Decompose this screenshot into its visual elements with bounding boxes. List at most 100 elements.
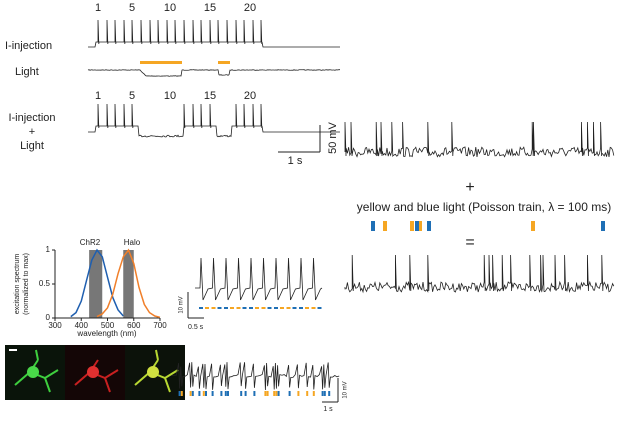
blue-pulse — [601, 221, 605, 231]
pulse — [178, 391, 181, 396]
yellow-pulse — [230, 307, 234, 309]
pulse — [198, 391, 201, 396]
train-panel: 10 mV 0.5 s — [179, 292, 204, 331]
spike-number: 15 — [204, 90, 216, 102]
yellow-pulse — [311, 307, 316, 309]
pulse — [189, 391, 192, 396]
pulse — [211, 391, 214, 396]
yellow-pulse — [236, 307, 241, 309]
spike-number: 20 — [244, 90, 256, 102]
scale-bar — [9, 349, 17, 351]
yellow-pulse — [205, 307, 209, 309]
pulse — [321, 391, 324, 396]
pulse — [244, 391, 247, 396]
blue-pulse — [249, 307, 253, 309]
spectrum-line — [96, 248, 161, 319]
spike-number: 15 — [204, 2, 216, 14]
caption: yellow and blue light (Poisson train, λ … — [357, 200, 611, 214]
y-tick-label: 0.5 — [39, 279, 51, 288]
pulse — [273, 391, 276, 396]
row-label: Light — [15, 66, 39, 78]
yellow-pulse — [383, 221, 387, 231]
trace — [171, 362, 340, 390]
row-label: + — [29, 126, 35, 138]
yellow-pulse — [410, 221, 414, 231]
blue-pulse — [427, 221, 431, 231]
trace — [88, 19, 340, 48]
trace — [344, 254, 615, 294]
pulse — [297, 391, 300, 396]
scale-label: 10 mV — [179, 296, 185, 313]
pulse — [191, 391, 194, 396]
pulse — [288, 391, 291, 396]
scale-label: 1 s — [323, 406, 333, 413]
soma — [87, 366, 99, 378]
blue-pulse — [299, 307, 303, 309]
y-tick-label: 1 — [46, 245, 51, 254]
spike-number: 1 — [95, 2, 101, 14]
x-tick-label: 300 — [48, 321, 62, 330]
pulse — [240, 391, 243, 396]
trace — [88, 103, 340, 138]
blue-pulse — [217, 307, 222, 309]
pulse — [277, 391, 280, 396]
yellow-pulse — [211, 307, 216, 309]
top-panel: I-injection Light I-injection + Light 1 … — [5, 40, 339, 167]
x-tick-label: 700 — [153, 321, 167, 330]
filter-band — [89, 250, 103, 318]
spike-number: 10 — [164, 2, 176, 14]
equals: = — [465, 234, 474, 251]
blue-pulse — [242, 307, 247, 309]
spectrum-line — [70, 248, 124, 318]
pulse — [266, 391, 269, 396]
light-bar — [140, 61, 182, 64]
blue-pulse — [274, 307, 278, 309]
scale-label: 10 mV — [343, 381, 349, 398]
y-tick-label: 0 — [46, 313, 51, 322]
y-axis-label: excitation spectrum — [14, 254, 21, 314]
row-label: Light — [20, 140, 44, 152]
pulse — [220, 391, 223, 396]
spike-number: 20 — [244, 2, 256, 14]
spike-number: 5 — [129, 2, 135, 14]
scale-label: 50 mV — [327, 121, 339, 153]
soma — [27, 366, 39, 378]
blue-pulse — [199, 307, 203, 309]
blue-pulse — [317, 307, 322, 309]
yellow-pulse — [255, 307, 259, 309]
pulse — [253, 391, 256, 396]
pulse — [312, 391, 315, 396]
scale-label: 0.5 s — [188, 324, 204, 331]
scale-label: 1 s — [288, 155, 303, 167]
spike-number: 5 — [129, 90, 135, 102]
pulse — [306, 391, 309, 396]
x-tick-label: 400 — [75, 321, 89, 330]
row-label: I-injection — [5, 40, 52, 52]
pulse — [180, 391, 183, 396]
yellow-pulse — [531, 221, 535, 231]
band-label: ChR2 — [80, 238, 101, 247]
plus: + — [465, 179, 474, 196]
spectrum-chart: ChR2 Halo excitation spectrum (normalize… — [14, 238, 141, 338]
y-axis-label: (normalized to max) — [23, 253, 30, 315]
pulse — [224, 391, 227, 396]
trace — [87, 69, 341, 77]
trace — [195, 257, 323, 301]
pulse — [227, 391, 229, 396]
spike-number: 10 — [164, 90, 176, 102]
blue-pulse — [371, 221, 375, 231]
row-label: I-injection — [8, 112, 55, 124]
trace — [344, 121, 615, 158]
x-axis-label: wavelength (nm) — [76, 329, 136, 338]
blue-pulse — [292, 307, 297, 309]
yellow-pulse — [305, 307, 309, 309]
yellow-pulse — [261, 307, 266, 309]
light-bar — [218, 61, 230, 64]
band-label: Halo — [124, 238, 141, 247]
blue-pulse — [224, 307, 228, 309]
pulse — [323, 391, 326, 396]
yellow-pulse — [286, 307, 291, 309]
filter-band — [123, 250, 134, 318]
pulse — [328, 391, 331, 396]
